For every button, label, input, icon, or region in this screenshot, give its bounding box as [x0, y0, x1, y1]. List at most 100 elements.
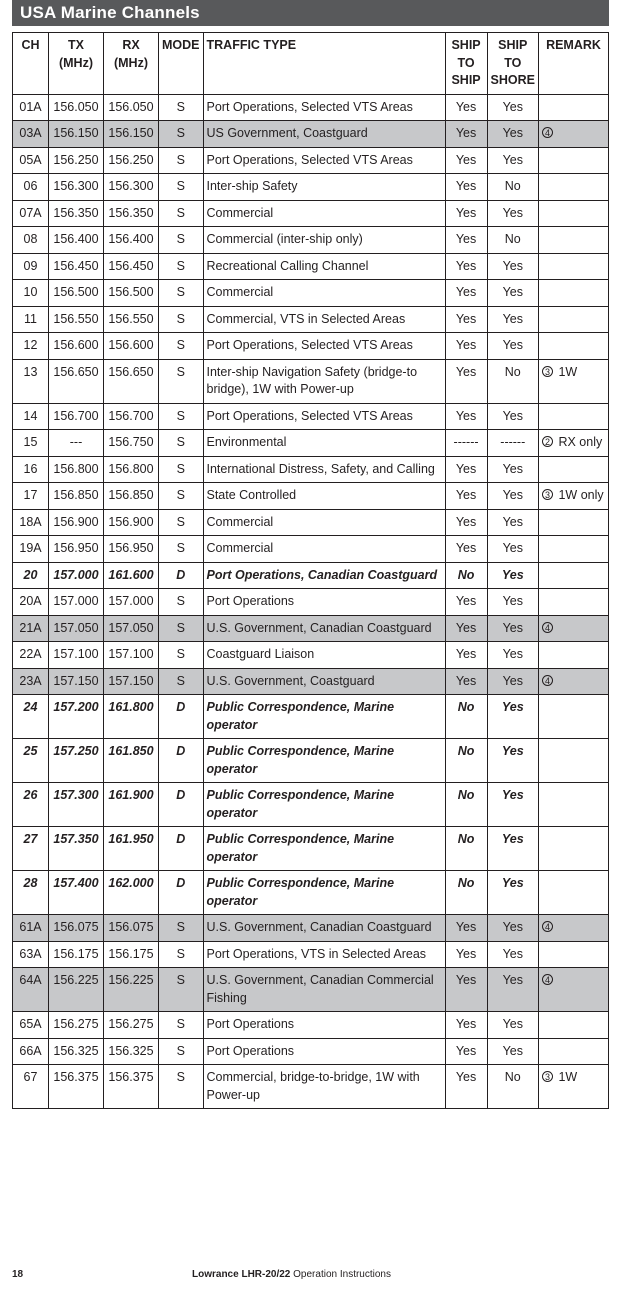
- cell-ch: 12: [13, 333, 49, 360]
- cell-type: Inter-ship Safety: [203, 174, 445, 201]
- cell-stsh: Yes: [487, 94, 538, 121]
- cell-stsh: Yes: [487, 668, 538, 695]
- cell-stsh: Yes: [487, 589, 538, 616]
- table-row: 23A157.150157.150SU.S. Government, Coast…: [13, 668, 609, 695]
- cell-sts: No: [445, 871, 487, 915]
- cell-tx: 156.150: [49, 121, 104, 148]
- cell-rx: 162.000: [104, 871, 159, 915]
- cell-tx: 156.375: [49, 1065, 104, 1109]
- cell-stsh: No: [487, 1065, 538, 1109]
- cell-ch: 63A: [13, 941, 49, 968]
- cell-type: Port Operations: [203, 1012, 445, 1039]
- col-type: TRAFFIC TYPE: [203, 33, 445, 95]
- cell-type: U.S. Government, Canadian Commercial Fis…: [203, 968, 445, 1012]
- cell-type: State Controlled: [203, 483, 445, 510]
- cell-stsh: Yes: [487, 483, 538, 510]
- cell-mode: S: [159, 121, 204, 148]
- cell-sts: Yes: [445, 642, 487, 669]
- cell-mode: S: [159, 615, 204, 642]
- cell-rx: 156.175: [104, 941, 159, 968]
- cell-stsh: No: [487, 227, 538, 254]
- table-row: 17156.850156.850SState ControlledYesYes3…: [13, 483, 609, 510]
- cell-rx: 156.250: [104, 147, 159, 174]
- cell-sts: ------: [445, 430, 487, 457]
- cell-ch: 01A: [13, 94, 49, 121]
- cell-mode: S: [159, 941, 204, 968]
- cell-rx: 156.700: [104, 403, 159, 430]
- cell-tx: 157.400: [49, 871, 104, 915]
- cell-mode: S: [159, 483, 204, 510]
- cell-rx: 156.550: [104, 306, 159, 333]
- cell-mode: D: [159, 871, 204, 915]
- cell-mode: S: [159, 642, 204, 669]
- cell-type: Port Operations, Selected VTS Areas: [203, 147, 445, 174]
- remark-symbol-icon: 4: [542, 921, 553, 932]
- cell-ch: 05A: [13, 147, 49, 174]
- col-remark: REMARK: [539, 33, 609, 95]
- cell-ch: 08: [13, 227, 49, 254]
- cell-tx: 156.175: [49, 941, 104, 968]
- cell-sts: Yes: [445, 359, 487, 403]
- cell-ch: 26: [13, 783, 49, 827]
- remark-symbol-icon: 4: [542, 127, 553, 138]
- cell-mode: S: [159, 174, 204, 201]
- cell-mode: D: [159, 739, 204, 783]
- cell-stsh: Yes: [487, 280, 538, 307]
- col-sts: SHIP TO SHIP: [445, 33, 487, 95]
- cell-rx: 157.000: [104, 589, 159, 616]
- cell-mode: D: [159, 783, 204, 827]
- cell-remark: [539, 589, 609, 616]
- cell-mode: S: [159, 1038, 204, 1065]
- table-row: 05A156.250156.250SPort Operations, Selec…: [13, 147, 609, 174]
- cell-remark: [539, 695, 609, 739]
- cell-rx: 156.900: [104, 509, 159, 536]
- cell-remark: 3 1W: [539, 1065, 609, 1109]
- cell-ch: 11: [13, 306, 49, 333]
- cell-rx: 156.400: [104, 227, 159, 254]
- cell-remark: 3 1W: [539, 359, 609, 403]
- footer-product: Lowrance LHR-20/22: [192, 1269, 290, 1280]
- cell-ch: 21A: [13, 615, 49, 642]
- cell-sts: No: [445, 827, 487, 871]
- cell-remark: [539, 536, 609, 563]
- cell-tx: 156.650: [49, 359, 104, 403]
- cell-sts: No: [445, 695, 487, 739]
- table-row: 66A156.325156.325SPort OperationsYesYes: [13, 1038, 609, 1065]
- cell-stsh: Yes: [487, 783, 538, 827]
- cell-mode: S: [159, 359, 204, 403]
- cell-rx: 156.225: [104, 968, 159, 1012]
- page-number: 18: [12, 1269, 192, 1280]
- cell-type: Public Correspondence, Marine operator: [203, 871, 445, 915]
- cell-tx: 156.600: [49, 333, 104, 360]
- cell-remark: 4: [539, 615, 609, 642]
- cell-remark: [539, 280, 609, 307]
- cell-sts: Yes: [445, 227, 487, 254]
- table-row: 65A156.275156.275SPort OperationsYesYes: [13, 1012, 609, 1039]
- cell-mode: S: [159, 94, 204, 121]
- table-row: 01A156.050156.050SPort Operations, Selec…: [13, 94, 609, 121]
- cell-sts: Yes: [445, 1038, 487, 1065]
- cell-type: Port Operations: [203, 589, 445, 616]
- cell-rx: 156.950: [104, 536, 159, 563]
- remark-text: RX only: [555, 435, 602, 449]
- cell-sts: Yes: [445, 509, 487, 536]
- cell-remark: [539, 94, 609, 121]
- cell-stsh: No: [487, 359, 538, 403]
- cell-rx: 161.900: [104, 783, 159, 827]
- cell-stsh: Yes: [487, 147, 538, 174]
- cell-ch: 03A: [13, 121, 49, 148]
- cell-type: Public Correspondence, Marine operator: [203, 739, 445, 783]
- cell-stsh: No: [487, 174, 538, 201]
- cell-rx: 156.600: [104, 333, 159, 360]
- table-row: 14156.700156.700SPort Operations, Select…: [13, 403, 609, 430]
- cell-mode: D: [159, 827, 204, 871]
- cell-type: Commercial, bridge-to-bridge, 1W with Po…: [203, 1065, 445, 1109]
- cell-type: Port Operations, Selected VTS Areas: [203, 333, 445, 360]
- cell-mode: S: [159, 280, 204, 307]
- cell-type: Coastguard Liaison: [203, 642, 445, 669]
- cell-sts: Yes: [445, 483, 487, 510]
- cell-rx: 156.050: [104, 94, 159, 121]
- cell-tx: 156.225: [49, 968, 104, 1012]
- cell-mode: S: [159, 403, 204, 430]
- cell-ch: 14: [13, 403, 49, 430]
